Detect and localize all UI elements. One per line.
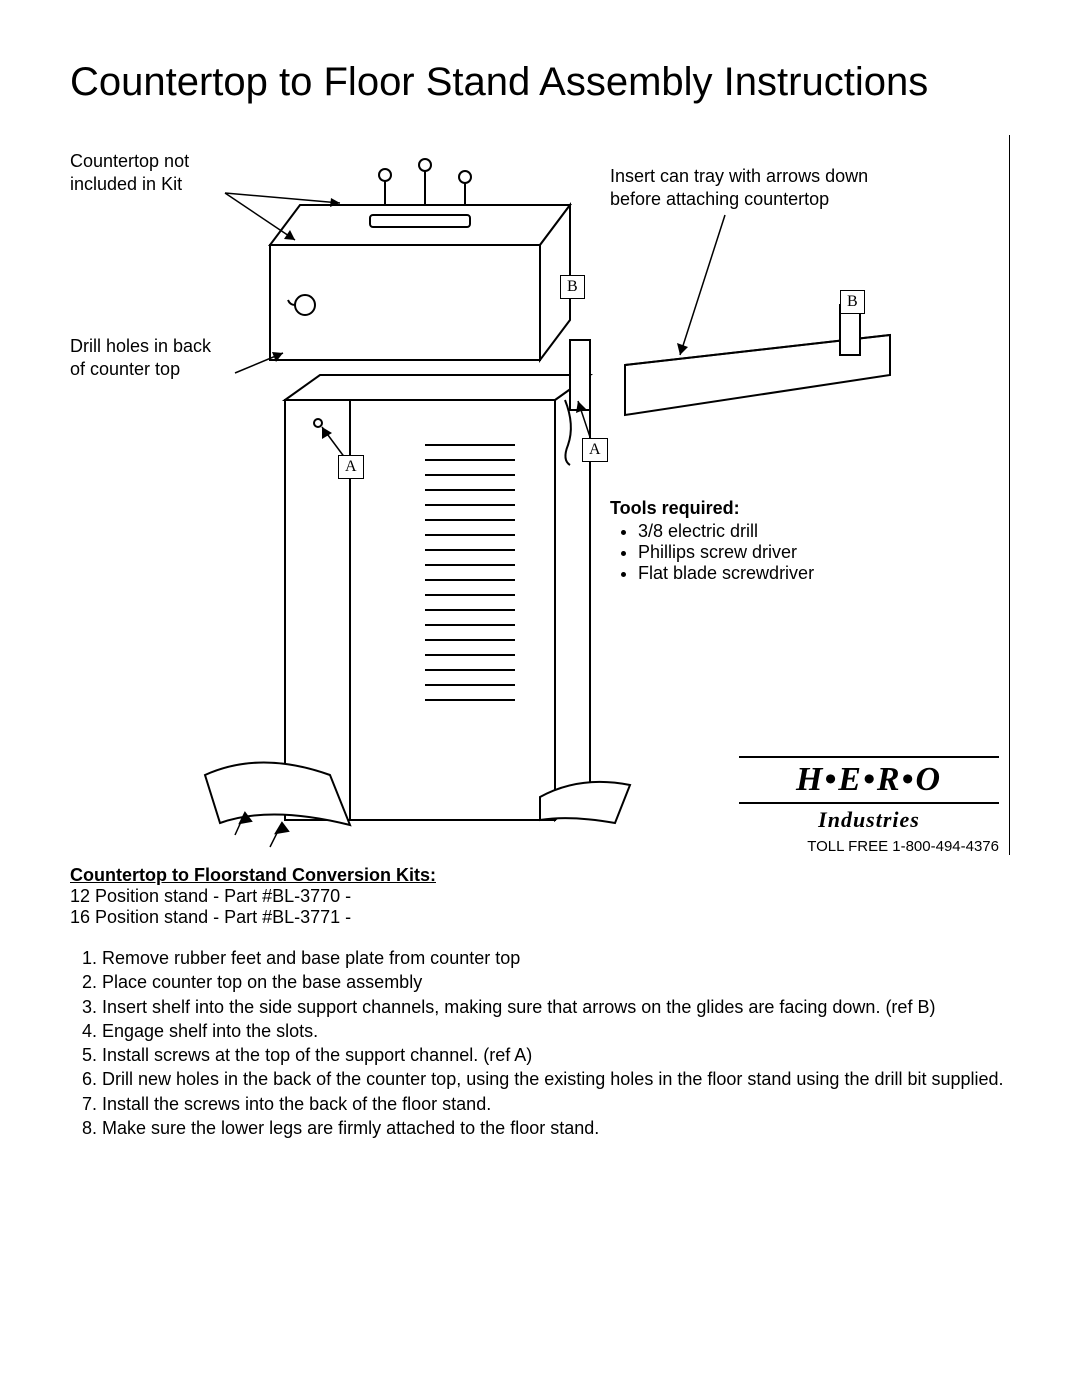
logo-main: H•E•R•O	[739, 761, 999, 799]
ref-box-b-right: B	[840, 290, 865, 314]
callout-drill-holes: Drill holes in backof counter top	[70, 335, 211, 382]
step: Install screws at the top of the support…	[102, 1043, 1010, 1067]
brand-logo: H•E•R•O Industries	[739, 753, 999, 833]
toll-free: TOLL FREE 1-800-494-4376	[807, 838, 999, 855]
tools-title: Tools required:	[610, 498, 814, 519]
tools-required: Tools required: 3/8 electric drill Phill…	[610, 498, 814, 584]
step: Place counter top on the base assembly	[102, 970, 1010, 994]
tools-item: Phillips screw driver	[638, 542, 814, 563]
callout-insert-tray: Insert can tray with arrows downbefore a…	[610, 165, 868, 212]
kits-title: Countertop to Floorstand Conversion Kits…	[70, 865, 436, 885]
instruction-steps: Remove rubber feet and base plate from c…	[70, 946, 1010, 1140]
diagram-area: Countertop notincluded in Kit Drill hole…	[70, 135, 1010, 855]
kits-line: 12 Position stand - Part #BL-3770 -	[70, 886, 1010, 907]
step: Insert shelf into the side support chann…	[102, 995, 1010, 1019]
kits-section: Countertop to Floorstand Conversion Kits…	[70, 865, 1010, 928]
step: Install the screws into the back of the …	[102, 1092, 1010, 1116]
tools-item: Flat blade screwdriver	[638, 563, 814, 584]
ref-box-a-left: A	[338, 455, 364, 479]
step: Engage shelf into the slots.	[102, 1019, 1010, 1043]
step: Remove rubber feet and base plate from c…	[102, 946, 1010, 970]
ref-box-a-right: A	[582, 438, 608, 462]
logo-sub: Industries	[739, 807, 999, 833]
step: Drill new holes in the back of the count…	[102, 1067, 1010, 1091]
page-title: Countertop to Floor Stand Assembly Instr…	[70, 60, 1010, 105]
ref-box-b-left: B	[560, 275, 585, 299]
step: Make sure the lower legs are firmly atta…	[102, 1116, 1010, 1140]
kits-line: 16 Position stand - Part #BL-3771 -	[70, 907, 1010, 928]
callout-countertop-not-included: Countertop notincluded in Kit	[70, 150, 189, 197]
tools-item: 3/8 electric drill	[638, 521, 814, 542]
assembly-drawing	[70, 135, 1010, 855]
